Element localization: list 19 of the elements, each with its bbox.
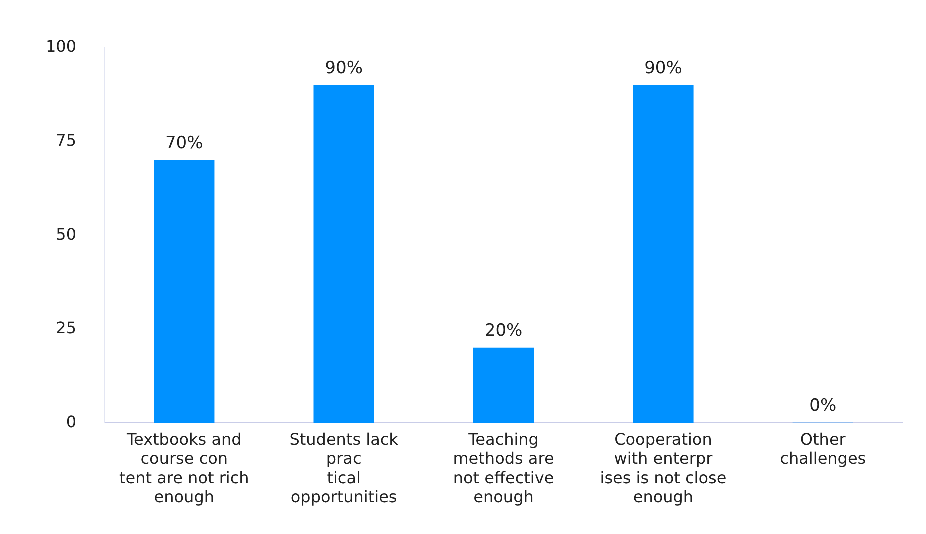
bar <box>154 160 215 424</box>
data-label: 90% <box>644 58 682 78</box>
x-tick-label: Students lack prac tical opportunities <box>290 430 400 507</box>
y-tick-label: 100 <box>46 37 77 56</box>
x-tick-label: Textbooks and course con tent are not rich enough <box>119 430 250 507</box>
data-label: 90% <box>325 58 363 78</box>
bar <box>473 348 534 424</box>
x-tick-label: Cooperation with enterpr ises is not close enough <box>600 430 727 507</box>
data-label: 20% <box>484 321 523 342</box>
y-tick-label: 50 <box>56 224 77 244</box>
y-tick-label: 75 <box>56 130 77 150</box>
bar <box>633 85 694 424</box>
x-tick-label: Other challenges <box>780 430 866 468</box>
y-tick-label: 25 <box>56 318 77 338</box>
data-label: 70% <box>165 133 204 154</box>
x-tick-label: Teaching methods are not effective enough <box>453 430 554 507</box>
data-label: 0% <box>810 396 837 416</box>
y-tick-label: 0 <box>66 412 77 432</box>
bar <box>314 85 374 424</box>
